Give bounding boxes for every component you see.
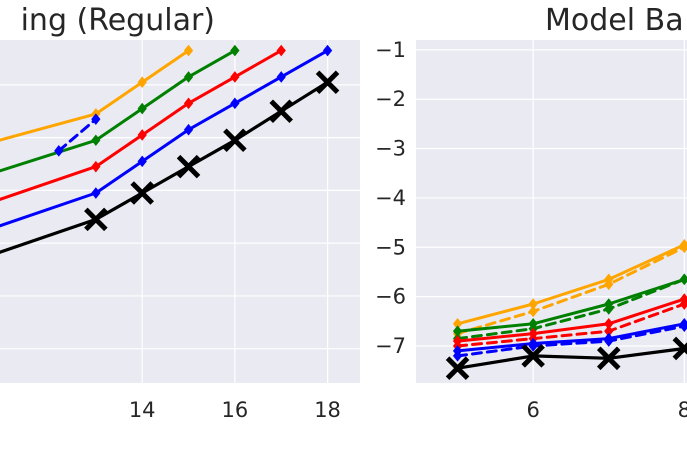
x-tick-label: 18 (314, 398, 341, 422)
data-point-diamond (91, 113, 101, 125)
y-tick-label: −3 (375, 137, 406, 161)
x-tick-label: 16 (222, 398, 249, 422)
x-tick-label: 6 (526, 398, 539, 422)
data-point-diamond (230, 44, 240, 57)
series-3 (0, 44, 286, 201)
data-point-x (84, 207, 108, 232)
series-line (0, 49, 190, 142)
data-point-diamond (183, 44, 194, 57)
y-tick-label: −6 (375, 285, 406, 309)
data-point-diamond (137, 129, 147, 141)
x-tick-label: 14 (129, 398, 156, 422)
data-point-x (130, 181, 154, 205)
data-point-diamond (91, 160, 101, 173)
data-point-diamond (528, 305, 538, 318)
data-point-diamond (604, 303, 614, 315)
data-point-diamond (54, 145, 64, 157)
data-point-diamond (137, 76, 147, 89)
series-6 (0, 70, 340, 254)
data-point-diamond (322, 44, 333, 57)
chart-title: Model Ba (545, 3, 684, 38)
chart-title: ing (Regular) (21, 3, 215, 38)
data-point-x (445, 356, 470, 380)
data-point-x (223, 128, 247, 153)
series-line (57, 117, 98, 153)
data-point-diamond (91, 187, 101, 199)
data-point-diamond (452, 350, 463, 362)
x-tick-label: 8 (678, 398, 687, 422)
data-point-diamond (528, 340, 538, 352)
y-tick-label: −1 (375, 38, 406, 62)
data-point-diamond (183, 71, 194, 83)
data-point-diamond (604, 278, 614, 291)
data-point-x (269, 99, 293, 124)
series-8 (452, 320, 687, 362)
y-tick-label: −2 (375, 87, 406, 111)
series-9 (445, 336, 687, 380)
series-4 (0, 44, 333, 228)
right-panel: 6 8 −1 −2 −3 −4 −5 −6 −7 Model Ba (375, 3, 687, 422)
data-point-diamond (276, 71, 286, 83)
data-point-diamond (91, 134, 101, 147)
data-point-x (672, 336, 687, 361)
y-tick-label: −7 (375, 334, 406, 358)
data-point-diamond (137, 102, 147, 115)
data-point-x (315, 70, 340, 94)
series-line (0, 49, 283, 201)
series-5 (54, 113, 101, 157)
data-point-diamond (604, 335, 614, 347)
data-point-diamond (230, 97, 240, 110)
data-point-x (596, 346, 621, 371)
y-tick-label: −4 (375, 186, 406, 210)
data-point-diamond (183, 123, 194, 136)
y-tick-label: −5 (375, 235, 406, 259)
data-point-diamond (137, 155, 147, 168)
plot-background (416, 40, 687, 383)
data-point-diamond (276, 44, 286, 57)
left-panel: 14 16 18 ing (Regular) (0, 3, 360, 422)
data-point-diamond (230, 71, 240, 83)
data-point-x (176, 154, 201, 179)
data-point-x (521, 344, 545, 368)
plot-background (0, 40, 360, 383)
data-point-diamond (183, 97, 194, 110)
